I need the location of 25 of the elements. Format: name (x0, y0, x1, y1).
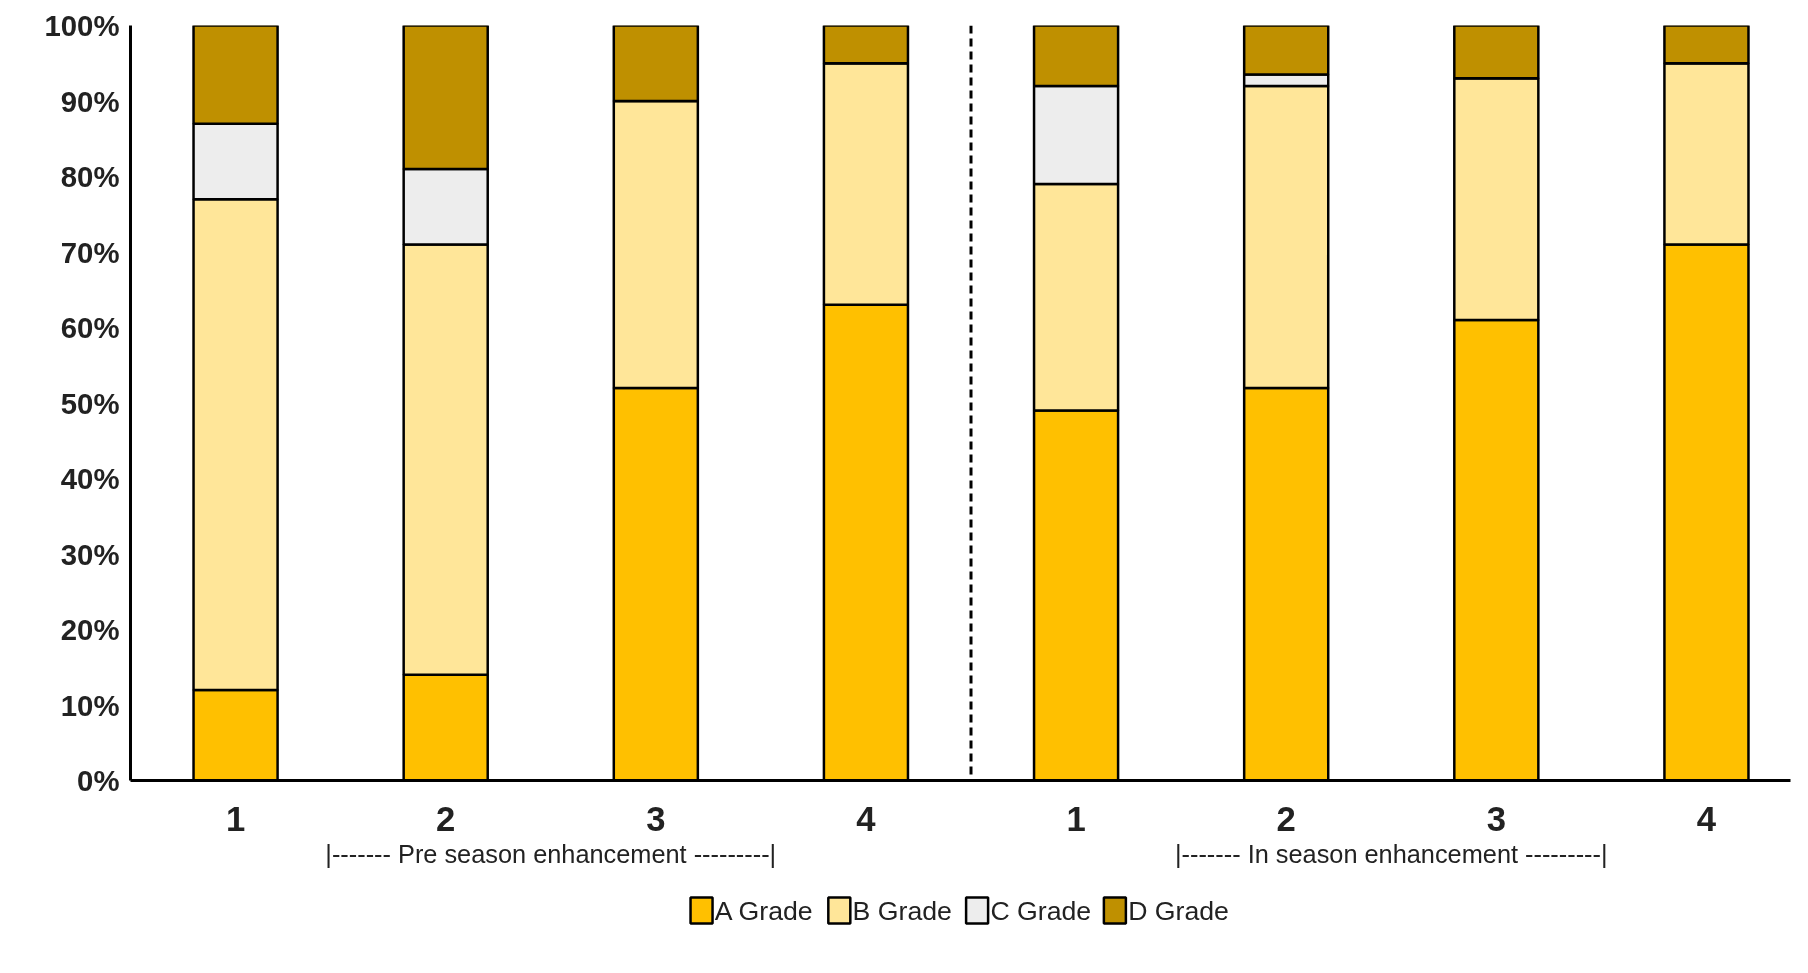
x-tick-label: 1 (1066, 799, 1086, 838)
y-tick-label: 40% (60, 462, 120, 495)
y-tick-label: 100% (44, 9, 120, 42)
y-tick-label: 0% (77, 764, 120, 797)
x-tick-label: 2 (1276, 799, 1296, 838)
legend-label: C Grade (990, 895, 1092, 926)
y-tick-label: 10% (60, 688, 120, 722)
legend-label: D Grade (1128, 895, 1229, 926)
y-tick-label: 80% (60, 160, 120, 193)
x-tick-label: 4 (856, 799, 877, 838)
y-tick-label: 60% (60, 311, 120, 344)
legend-label: A Grade (714, 895, 813, 926)
y-tick-label: 30% (60, 537, 120, 571)
x-tick-label: 1 (225, 799, 246, 838)
text: |------- In season enhancement ---------| (1174, 839, 1608, 868)
legend-label: B Grade (852, 895, 952, 926)
x-tick-label: 4 (1696, 799, 1717, 838)
y-tick-label: 70% (60, 235, 120, 269)
text: |------- Pre season enhancement ---------| (325, 839, 777, 868)
x-tick-label: 2 (436, 799, 456, 838)
x-tick-label: 3 (1486, 799, 1506, 838)
y-tick-label: 20% (60, 613, 120, 646)
y-tick-label: 50% (60, 386, 120, 420)
y-tick-label: 90% (60, 84, 120, 118)
x-tick-label: 3 (646, 799, 666, 838)
